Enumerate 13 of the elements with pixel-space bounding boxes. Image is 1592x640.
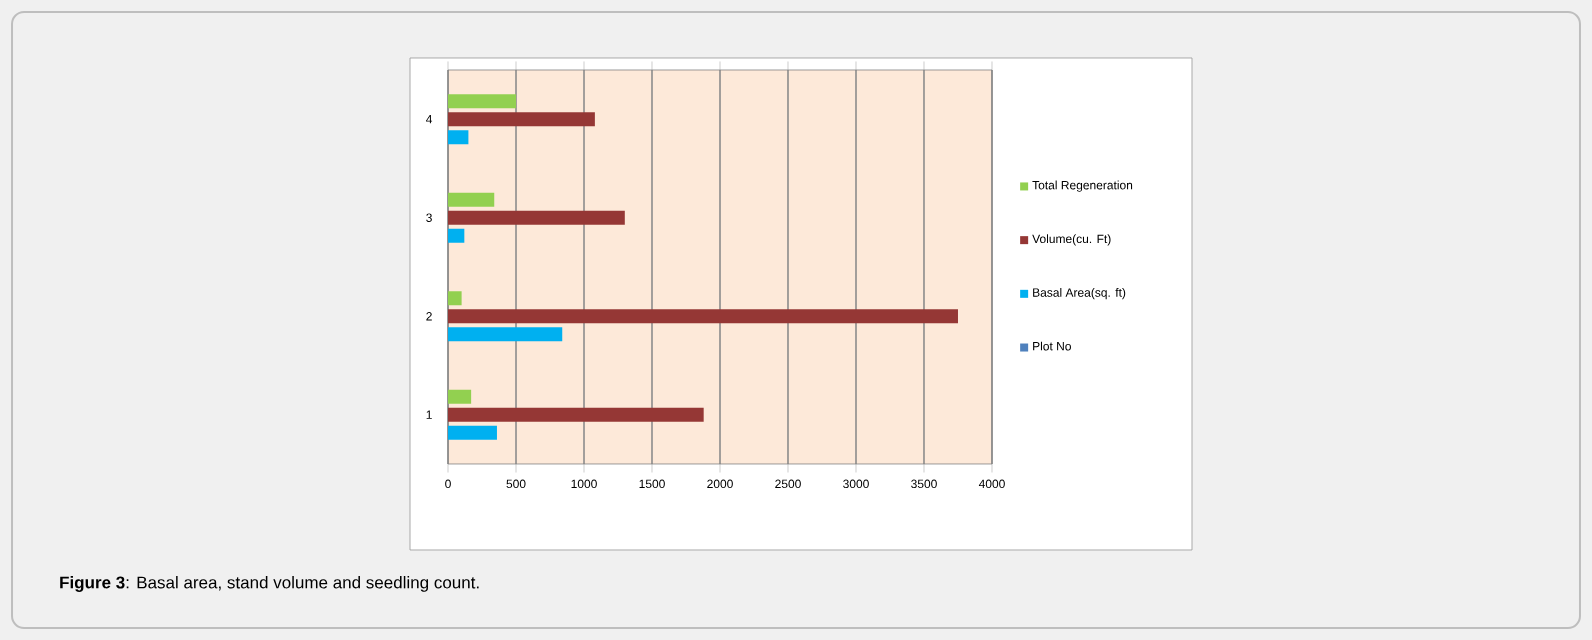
- bar: [448, 192, 495, 207]
- text: Figure 3: Basal area, stand volume and seedling count.: [60, 576, 479, 592]
- bar: [448, 327, 563, 342]
- bar: [448, 112, 595, 127]
- bar: [448, 94, 516, 109]
- bar: [448, 389, 472, 404]
- bar: [448, 425, 497, 440]
- bar: [448, 210, 625, 225]
- bar: [448, 291, 462, 306]
- bar: [448, 309, 958, 324]
- bar: [448, 228, 465, 243]
- bar: [448, 407, 704, 422]
- bar: [448, 130, 469, 145]
